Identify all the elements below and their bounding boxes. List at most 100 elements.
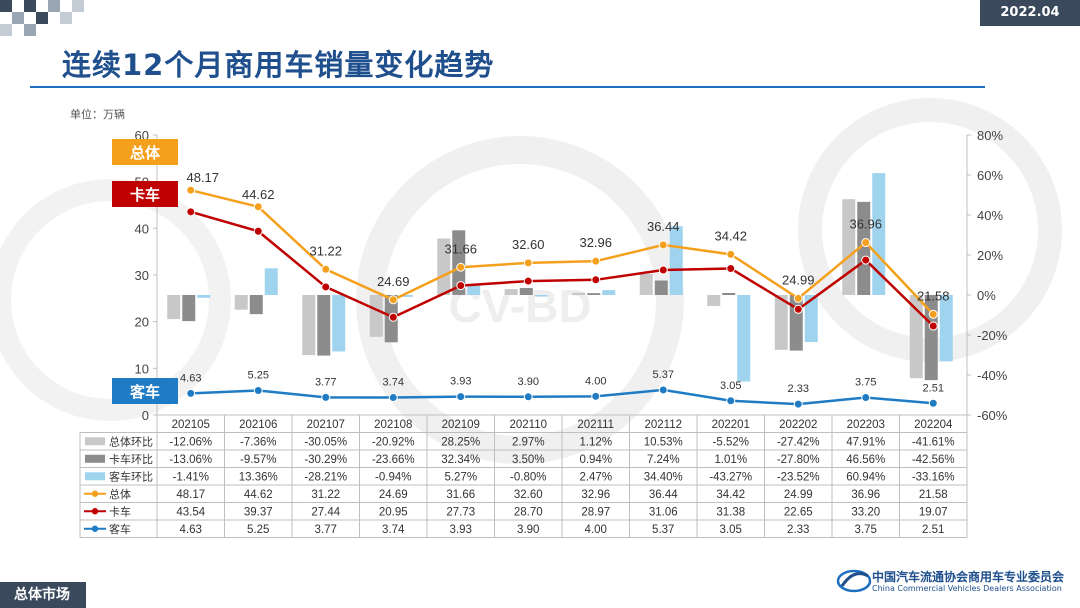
- table-header-cell: 202111: [577, 419, 614, 431]
- table-cell: 28.25%: [441, 436, 480, 448]
- legend-swatch: [85, 437, 105, 446]
- point-卡车-202109: [456, 281, 466, 291]
- table-header-cell: 202107: [307, 419, 345, 431]
- table-cell: 2.51: [922, 524, 944, 536]
- point-总体-202204: [928, 309, 938, 319]
- point-客车-202107: [321, 392, 331, 402]
- table-cell: 4.00: [585, 524, 607, 536]
- label-客车-202109: 3.93: [450, 376, 471, 388]
- label-客车-202201: 3.05: [720, 380, 741, 392]
- table-cell: 27.73: [446, 506, 475, 518]
- left-tick-label: 30: [135, 268, 149, 283]
- point-卡车-202107: [321, 282, 331, 292]
- point-客车-202109: [456, 392, 466, 402]
- point-客车-202202: [793, 399, 803, 409]
- point-总体-202109: [456, 262, 466, 272]
- right-tick-label: 40%: [977, 208, 1003, 223]
- bar-卡车环比-202106: [249, 295, 263, 315]
- label-客车-202112: 5.37: [653, 369, 674, 381]
- point-总体-202110: [523, 258, 533, 268]
- label-总体-202105: 48.17: [186, 170, 219, 185]
- table-cell: 3.05: [720, 524, 742, 536]
- point-卡车-202105: [186, 207, 196, 217]
- bar-客车环比-202201: [737, 295, 751, 382]
- table-cell: -1.41%: [173, 471, 209, 483]
- label-总体-202107: 31.22: [309, 243, 342, 258]
- tag-total-label: 总体: [130, 144, 161, 162]
- label-客车-202111: 4.00: [585, 375, 606, 387]
- table-cell: 44.62: [244, 489, 273, 501]
- table-cell: -30.29%: [304, 454, 347, 466]
- table-cell: 3.50%: [512, 454, 545, 466]
- point-总体-202112: [658, 240, 668, 250]
- label-总体-202106: 44.62: [242, 187, 275, 202]
- label-总体-202202: 24.99: [782, 272, 815, 287]
- line-卡车: [190, 210, 935, 327]
- point-客车-202105: [186, 388, 196, 398]
- table-cell: 3.93: [450, 524, 472, 536]
- bar-卡车环比-202105: [182, 295, 196, 322]
- table-header-cell: 202203: [847, 419, 885, 431]
- bar-卡车环比-202203: [857, 201, 871, 295]
- table-cell: -13.06%: [169, 454, 212, 466]
- table-cell: 5.37: [652, 524, 674, 536]
- association-name-en: China Commercial Vehicles Dealers Associ…: [872, 584, 1062, 593]
- table-cell: 31.22: [311, 489, 340, 501]
- label-总体-202110: 32.60: [512, 237, 545, 252]
- table-cell: 4.63: [180, 524, 202, 536]
- point-总体-202105: [186, 185, 196, 195]
- table-cell: 1.01%: [714, 454, 747, 466]
- table-cell: 33.20: [851, 506, 880, 518]
- table-cell: 1.12%: [579, 436, 612, 448]
- tag-truck-label: 卡车: [130, 186, 160, 204]
- bar-总体环比-202201: [707, 295, 721, 307]
- left-tick-label: 40: [135, 221, 149, 236]
- table-row-label: 卡车环比: [109, 452, 153, 466]
- table-cell: -5.52%: [713, 436, 749, 448]
- point-卡车-202110: [523, 276, 533, 286]
- table-cell: 34.40%: [644, 471, 683, 483]
- table-row-label: 总体环比: [109, 434, 153, 448]
- table-cell: 3.75: [855, 524, 877, 536]
- table-cell: -43.27%: [709, 471, 752, 483]
- point-客车-202201: [726, 396, 736, 406]
- table-cell: -30.05%: [304, 436, 347, 448]
- tag-total-box: [112, 139, 178, 165]
- bar-客车环比-202106: [264, 268, 278, 295]
- table-cell: -12.06%: [169, 436, 212, 448]
- table-cell: 34.42: [716, 489, 745, 501]
- table-cell: 36.96: [851, 489, 880, 501]
- legend-swatch: [85, 472, 105, 481]
- table-header-cell: 202204: [914, 419, 953, 431]
- bar-总体环比-202105: [167, 295, 181, 320]
- page-title: 连续12个月商用车销量变化趋势: [62, 48, 495, 82]
- bar-客车环比-202110: [534, 295, 548, 297]
- bar-卡车环比-202111: [587, 293, 601, 295]
- point-总体-202107: [321, 264, 331, 274]
- left-tick-label: 10: [135, 361, 149, 376]
- right-tick-label: -20%: [977, 328, 1008, 343]
- table-cell: -28.21%: [304, 471, 347, 483]
- legend-marker: [91, 490, 99, 497]
- bar-卡车环比-202107: [317, 295, 331, 356]
- legend-swatch: [85, 454, 105, 463]
- bar-卡车环比-202201: [722, 292, 736, 295]
- table-cell: 43.54: [176, 506, 205, 518]
- point-客车-202108: [388, 393, 398, 403]
- bar-客车环比-202203: [872, 173, 886, 295]
- table-cell: 2.33: [787, 524, 809, 536]
- bar-客车环比-202204: [939, 295, 953, 362]
- table-cell: -27.80%: [777, 454, 820, 466]
- table-cell: 46.56%: [846, 454, 885, 466]
- bar-总体环比-202202: [774, 295, 788, 350]
- table-row-label: 总体: [109, 487, 131, 501]
- label-总体-202203: 36.96: [849, 217, 882, 232]
- bar-总体环比-202106: [234, 295, 248, 310]
- point-卡车-202204: [928, 321, 938, 331]
- tag-bus-label: 客车: [129, 383, 160, 401]
- table-cell: 24.69: [379, 489, 408, 501]
- table-cell: 22.65: [784, 506, 813, 518]
- right-tick-label: 80%: [977, 128, 1003, 143]
- table-cell: 27.44: [311, 506, 340, 518]
